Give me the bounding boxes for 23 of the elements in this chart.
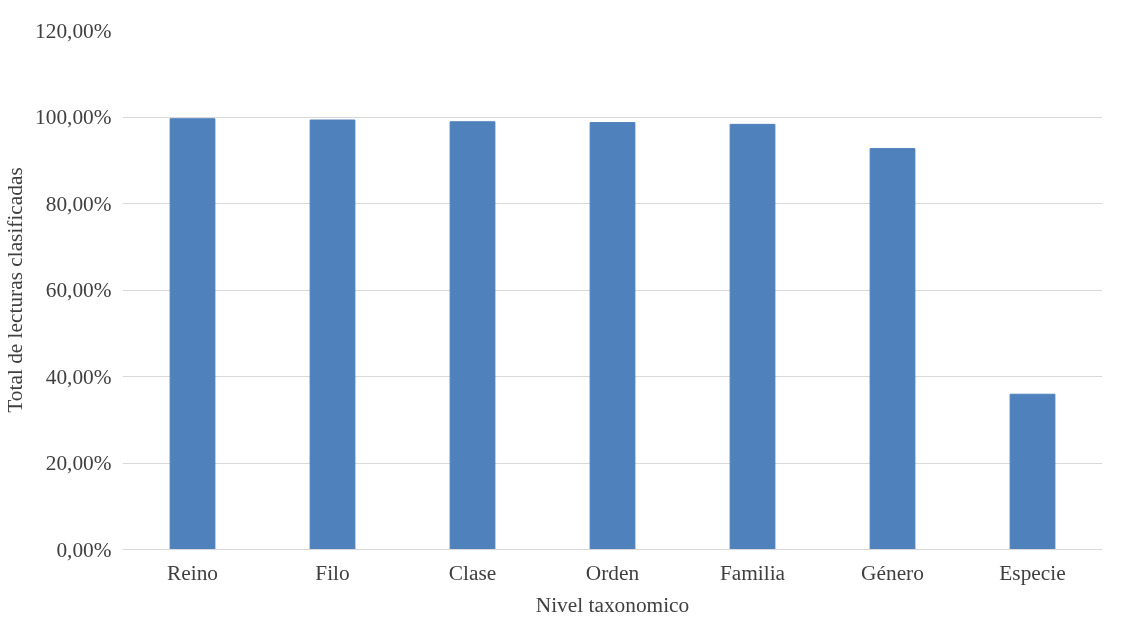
y-tick-label: 20,00%: [45, 451, 112, 475]
x-tick-label: Género: [861, 560, 924, 585]
bar: [589, 122, 636, 550]
bar: [869, 148, 916, 550]
x-tick-label: Especie: [999, 560, 1066, 585]
y-tick-label: 0,00%: [56, 537, 112, 562]
y-tick-label: 120,00%: [35, 18, 112, 43]
bar: [1009, 393, 1056, 550]
x-tick-label: Clase: [448, 560, 497, 585]
x-tick-label: Familia: [719, 560, 786, 585]
x-tick-label: Reino: [167, 560, 218, 585]
y-tick-label: 60,00%: [45, 278, 112, 302]
bar: [309, 119, 356, 550]
bar: [449, 121, 496, 550]
x-axis-title: Nivel taxonomico: [535, 592, 690, 617]
bar: [729, 123, 776, 550]
y-tick-label: 40,00%: [45, 364, 112, 389]
y-axis-title: Total de lecturas clasificadas: [3, 167, 28, 413]
y-tick-label: 80,00%: [45, 191, 112, 216]
bar: [169, 118, 216, 550]
x-tick-label: Orden: [585, 560, 640, 585]
y-tick-label: 100,00%: [35, 105, 112, 129]
x-tick-label: Filo: [315, 560, 350, 585]
